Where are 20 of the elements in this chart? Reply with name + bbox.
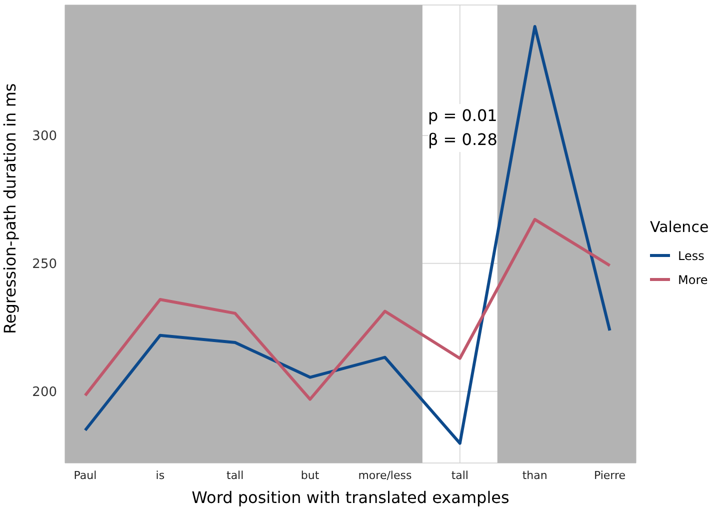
x-tick-label: tall bbox=[226, 468, 244, 482]
x-tick-label: more/less bbox=[358, 468, 412, 482]
y-axis-title: Regression-path duration in ms bbox=[0, 83, 20, 334]
x-tick-label: tall bbox=[451, 468, 468, 482]
x-tick-label: Pierre bbox=[594, 468, 626, 482]
line-series bbox=[84, 218, 612, 401]
x-axis-title: Word position with translated examples bbox=[192, 488, 510, 507]
annotation: β = 0.28 bbox=[428, 129, 498, 151]
y-tick-label: 300 bbox=[32, 129, 57, 144]
y-tick-label: 250 bbox=[32, 257, 57, 272]
x-tick-label: but bbox=[300, 468, 320, 482]
annotation: p = 0.01 bbox=[428, 105, 498, 127]
legend-label: Less bbox=[677, 248, 706, 264]
legend-label: More bbox=[677, 272, 709, 288]
legend-title: Valence bbox=[650, 218, 710, 236]
x-tick-label: is bbox=[156, 468, 165, 482]
x-tick-label: Paul bbox=[74, 468, 97, 482]
line-series bbox=[84, 24, 612, 445]
x-tick-label: than bbox=[522, 468, 548, 482]
y-tick-label: 200 bbox=[32, 384, 57, 400]
